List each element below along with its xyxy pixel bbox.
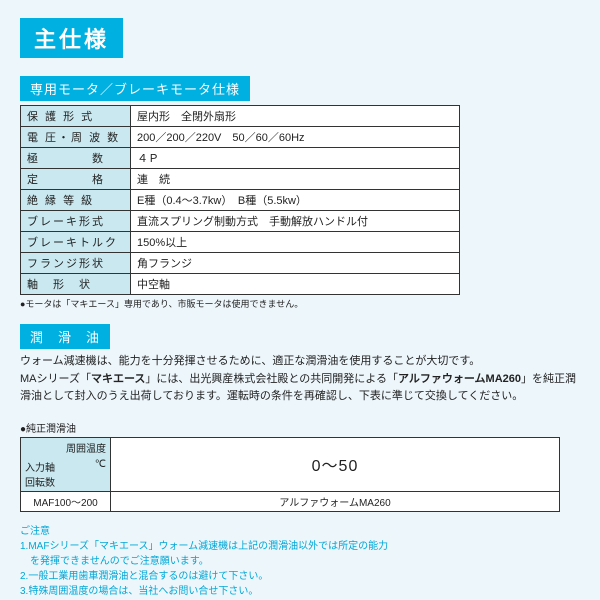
spec-label: 絶 縁 等 級 [21,190,131,211]
spec-value: 中空軸 [131,274,460,295]
oil-para-1: ウォーム減速機は、能力を十分発揮させるために、適正な潤滑油を使用することが大切で… [20,355,480,367]
oil-para-2c: 」には、出光興産株式会社殿との共同開発による「 [145,373,398,385]
spec-value: 角フランジ [131,253,460,274]
spec-label: ブレーキ形式 [21,211,131,232]
oil-row-label: MAF100～200 [21,491,111,511]
oil-para-bold2: アルファウォームMA260 [398,373,521,385]
spec-value: 直流スプリング制動方式 手動解放ハンドル付 [131,211,460,232]
oil-hdr-top: 周囲温度 [21,437,111,457]
spec-value: 200／200／220V 50／60／60Hz [131,127,460,148]
oil-row-value: アルファウォームMA260 [111,491,560,511]
caution-item: 2.一般工業用歯車潤滑油と混合するのは避けて下さい。 [20,569,580,584]
spec-label: 保 護 形 式 [21,106,131,127]
oil-table-label: ●純正潤滑油 [20,420,580,435]
caution-title: ご注意 [20,522,580,537]
spec-label: 電 圧・周 波 数 [21,127,131,148]
page-title: 主仕様 [20,18,123,58]
spec-label: 極 数 [21,148,131,169]
spec-label: 定 格 [21,169,131,190]
caution-item: 3.特殊周囲温度の場合は、当社へお問い合せ下さい。 [20,584,580,599]
oil-table: 周囲温度 0～50 入力軸 回転数 ℃ MAF100～200 アルファウォームM… [20,437,560,512]
spec-label: フランジ形状 [21,253,131,274]
spec-value: 連 続 [131,169,460,190]
spec-label: ブレーキトルク [21,232,131,253]
spec-note: ●モータは「マキエース」専用であり、市販モータは使用できません。 [20,297,580,310]
spec-value: ４Ｐ [131,148,460,169]
oil-hdr-left: 入力軸 回転数 [25,459,55,489]
caution-item: 1.MAFシリーズ「マキエース」ウォーム減速機は上記の潤滑油以外では所定の能力 … [20,539,580,569]
spec-value: 150%以上 [131,232,460,253]
oil-para-2a: MAシリーズ「 [20,373,91,385]
oil-para-bold1: マキエース [91,373,145,385]
section-heading-motor: 専用モータ／ブレーキモータ仕様 [20,76,250,101]
caution-list: 1.MAFシリーズ「マキエース」ウォーム減速機は上記の潤滑油以外では所定の能力 … [20,539,580,599]
oil-paragraph: ウォーム減速機は、能力を十分発揮させるために、適正な潤滑油を使用することが大切で… [20,353,580,406]
oil-hdr-corner: 入力軸 回転数 ℃ [21,457,111,492]
spec-label: 軸 形 状 [21,274,131,295]
oil-temp-range: 0～50 [111,437,560,491]
spec-value: E種（0.4～3.7kw） B種（5.5kw） [131,190,460,211]
spec-table: 保 護 形 式屋内形 全閉外扇形電 圧・周 波 数200／200／220V 50… [20,105,460,295]
oil-hdr-unit: ℃ [95,459,106,470]
spec-value: 屋内形 全閉外扇形 [131,106,460,127]
section-heading-oil: 潤 滑 油 [20,324,110,349]
